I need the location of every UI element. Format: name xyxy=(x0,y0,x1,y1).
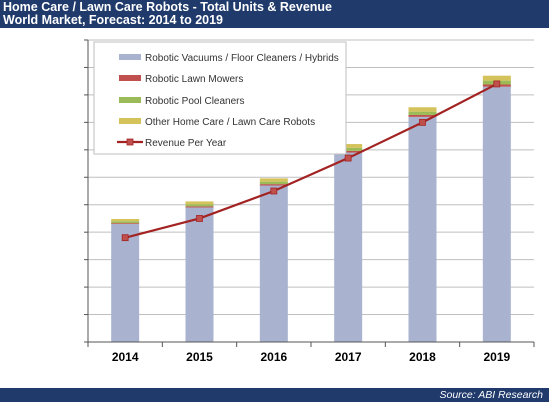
bar-2015-series-2 xyxy=(185,206,214,208)
bar-2014-series-2 xyxy=(111,223,140,224)
bar-2015-series-1 xyxy=(185,207,214,342)
bar-2018-series-3 xyxy=(408,111,437,115)
revenue-marker-2017 xyxy=(344,154,352,162)
revenue-marker-2015 xyxy=(196,215,203,222)
bar-2016-series-1 xyxy=(259,185,288,342)
legend-swatch-4 xyxy=(119,118,141,124)
bar-2015-series-3 xyxy=(185,204,214,207)
bar-2019-series-4 xyxy=(482,75,511,81)
legend: Robotic Vacuums / Floor Cleaners / Hybri… xyxy=(93,41,347,155)
revenue-line-group xyxy=(121,80,501,242)
bar-2016-series-2 xyxy=(259,184,288,186)
legend-swatch-2 xyxy=(119,75,141,81)
bar-2015-series-4 xyxy=(185,201,214,205)
bar-2017-series-2 xyxy=(334,150,363,153)
bar-2017-series-1 xyxy=(334,152,363,342)
bar-2018-series-4 xyxy=(408,107,437,112)
legend-marker-revenue xyxy=(126,138,134,146)
legend-label-4: Other Home Care / Lawn Care Robots xyxy=(145,117,315,128)
legend-swatch-1 xyxy=(119,54,141,60)
revenue-line xyxy=(124,82,498,239)
footer-bar: Source: ABI Research xyxy=(0,388,549,402)
x-tick-label-2018: 2018 xyxy=(409,350,436,364)
legend-box xyxy=(93,41,347,155)
legend-label-3: Robotic Pool Cleaners xyxy=(145,96,245,107)
axes xyxy=(84,39,535,347)
bar-2014-series-1 xyxy=(111,223,140,342)
legend-label-2: Robotic Lawn Mowers xyxy=(145,74,243,85)
chart-canvas: 2014 2015 2016 2017 2018 2019 Robotic Vacuums… xyxy=(84,39,535,364)
bar-2017-series-4 xyxy=(334,144,363,148)
bar-2019-series-1 xyxy=(482,86,511,342)
bar-2017-series-3 xyxy=(334,147,363,151)
x-tick-label-2015: 2015 xyxy=(186,350,213,364)
legend-label-1: Robotic Vacuums / Floor Cleaners / Hybri… xyxy=(145,53,339,64)
bar-2014-series-3 xyxy=(111,221,140,224)
chart-title: Home Care / Lawn Care Robots - Total Uni… xyxy=(3,0,332,14)
x-tick-label-2017: 2017 xyxy=(335,350,362,364)
revenue-marker-2018 xyxy=(419,118,426,126)
revenue-marker-2019 xyxy=(493,80,501,88)
source-note: Source: ABI Research xyxy=(439,389,544,401)
x-tick-label-2014: 2014 xyxy=(112,350,139,364)
x-tick-labels: 2014 2015 2016 2017 2018 2019 xyxy=(112,350,511,364)
legend-swatch-3 xyxy=(119,97,141,103)
x-tick-label-2016: 2016 xyxy=(260,350,287,364)
x-tick-label-2019: 2019 xyxy=(483,350,510,364)
bar-2014-series-4 xyxy=(111,219,140,222)
bar-2016-series-3 xyxy=(259,181,288,185)
bar-2018-series-2 xyxy=(408,114,437,117)
title-bar: Home Care / Lawn Care Robots - Total Uni… xyxy=(0,0,549,28)
revenue-marker-2016 xyxy=(270,187,278,195)
bar-2018-series-1 xyxy=(408,116,437,342)
revenue-marker-2014 xyxy=(121,234,129,242)
bar-2016-series-4 xyxy=(259,178,288,182)
bars xyxy=(111,75,511,342)
chart-subtitle: World Market, Forecast: 2014 to 2019 xyxy=(3,13,223,27)
legend-label-revenue: Revenue Per Year xyxy=(145,138,227,149)
